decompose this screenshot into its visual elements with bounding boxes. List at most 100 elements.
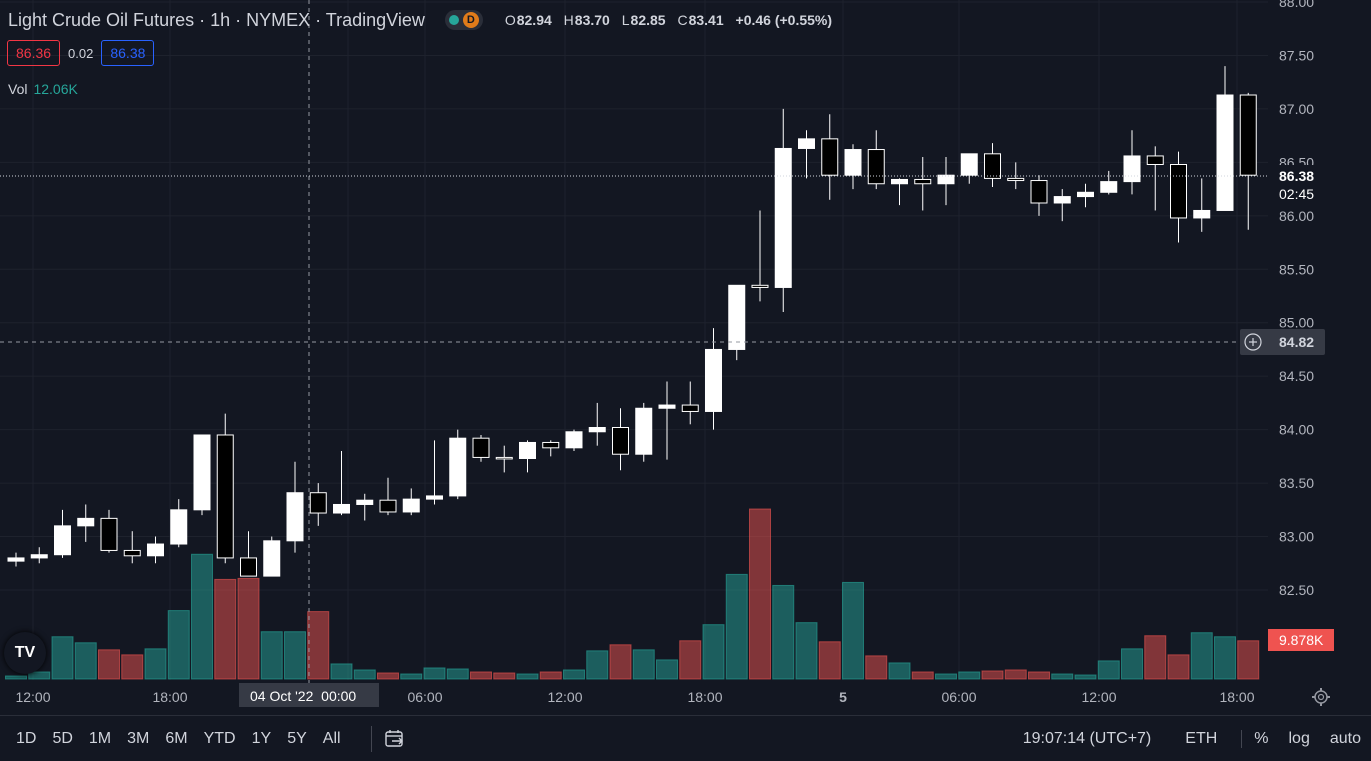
candle-body <box>333 503 350 514</box>
range-selector: 1D 5D 1M 3M 6M YTD 1Y 5Y All <box>8 730 349 748</box>
date-range-icon[interactable] <box>384 729 406 749</box>
volume-bar <box>1167 654 1190 680</box>
sell-button[interactable]: 86.36 <box>7 40 61 66</box>
candle-body <box>1053 196 1071 204</box>
candle-body <box>984 153 1001 179</box>
candle-body <box>170 509 188 545</box>
range-6m-button[interactable]: 6M <box>165 729 188 747</box>
volume-bar <box>446 668 469 680</box>
price-tick-label: 84.50 <box>1279 368 1314 384</box>
volume-bar <box>260 631 283 680</box>
candle-body <box>1170 164 1187 219</box>
volume-bar <box>981 670 1004 680</box>
volume-bars <box>5 508 1260 680</box>
candle-body <box>588 426 606 433</box>
bar-countdown-text: 02:45 <box>1279 186 1314 202</box>
volume-bar <box>284 631 306 680</box>
tradingview-logo-icon[interactable]: TV <box>4 632 46 674</box>
candle-body <box>867 149 885 185</box>
volume-bar <box>28 671 51 680</box>
volume-bar <box>98 649 120 680</box>
settings-gear-icon[interactable] <box>1312 688 1330 706</box>
range-3m-button[interactable]: 3M <box>127 729 150 747</box>
time-tick-label: 12:00 <box>1081 689 1116 705</box>
candle-body <box>426 495 443 500</box>
range-all-button[interactable]: All <box>322 729 341 747</box>
candle-body <box>1100 181 1118 193</box>
buy-button[interactable]: 86.38 <box>101 40 155 66</box>
volume-bar <box>493 672 516 680</box>
range-1y-button[interactable]: 1Y <box>251 729 272 747</box>
symbol-title[interactable]: Light Crude Oil Futures · 1h · NYMEX · T… <box>8 9 425 30</box>
candle-body <box>821 138 839 176</box>
candle-body <box>519 441 536 460</box>
add-alert-icon[interactable] <box>1244 333 1262 351</box>
candle-body <box>751 284 769 288</box>
volume-bar <box>214 578 237 680</box>
time-tick-label: 5 <box>839 689 847 705</box>
crosshair-price-text: 84.82 <box>1279 334 1314 350</box>
price-tick-label: 87.50 <box>1279 47 1314 63</box>
candle-body <box>1030 180 1048 204</box>
percent-scale-button[interactable]: % <box>1241 729 1278 748</box>
candle-body <box>565 431 583 449</box>
price-chart[interactable]: 88.0087.5087.0086.5086.0085.5085.0084.50… <box>0 0 1371 715</box>
candle-body <box>705 348 722 412</box>
range-1m-button[interactable]: 1M <box>88 729 112 747</box>
clock-timezone[interactable]: 19:07:14 (UTC+7) <box>1022 729 1152 747</box>
volume-bar <box>865 655 888 680</box>
candle-body <box>1077 191 1094 198</box>
last-price-text: 86.38 <box>1279 168 1314 184</box>
time-tick-label: 06:00 <box>941 689 976 705</box>
spread-value: 0.02 <box>68 45 94 61</box>
candle-body <box>914 178 932 185</box>
price-axis[interactable]: 88.0087.5087.0086.5086.0085.5085.0084.50… <box>1279 0 1314 598</box>
candle-body <box>356 499 374 505</box>
volume-bar <box>725 573 748 680</box>
volume-bar <box>632 649 655 680</box>
candle-body <box>612 426 629 455</box>
crosshair-price-label <box>1240 329 1325 355</box>
time-axis[interactable]: 12:00 18:00 06:00 12:00 18:00 5 06:00 12:00 18:0… <box>15 689 1254 705</box>
candle-body <box>123 549 141 557</box>
market-status[interactable]: D <box>444 10 483 30</box>
range-ytd-button[interactable]: YTD <box>203 729 236 747</box>
volume-bar <box>1190 632 1213 680</box>
candle-body <box>449 437 467 497</box>
close-value: 83.41 <box>688 12 724 28</box>
log-scale-button[interactable]: log <box>1288 729 1310 747</box>
auto-scale-button[interactable]: auto <box>1329 729 1361 747</box>
time-tick-label: 18:00 <box>152 689 187 705</box>
crosshair-time-text: 04 Oct '22 00:00 <box>250 688 356 704</box>
candle-body <box>402 498 420 513</box>
range-1d-button[interactable]: 1D <box>16 729 37 747</box>
volume-bar <box>795 622 818 680</box>
volume-bar <box>702 624 725 680</box>
range-5d-button[interactable]: 5D <box>52 729 73 747</box>
volume-bar <box>609 644 632 680</box>
volume-bar <box>772 584 795 680</box>
close-label: C <box>677 12 688 28</box>
volume-bar <box>1144 635 1167 680</box>
volume-legend[interactable]: Vol 12.06K <box>8 81 78 97</box>
candle-body <box>937 174 955 185</box>
session-button[interactable]: ETH <box>1185 729 1218 747</box>
volume-bar <box>51 636 74 680</box>
range-5y-button[interactable]: 5Y <box>287 729 307 747</box>
candle-body <box>1146 155 1164 166</box>
candle-body <box>216 434 234 559</box>
volume-label: Vol <box>8 81 28 97</box>
volume-bar <box>1121 648 1143 680</box>
time-tick-label: 12:00 <box>547 689 582 705</box>
volume-bar <box>377 672 399 680</box>
price-tick-label: 85.50 <box>1279 261 1314 277</box>
candle-body <box>193 434 211 511</box>
volume-bar <box>353 669 376 680</box>
change-value: +0.46 (+0.55%) <box>735 12 833 28</box>
volume-bar <box>586 650 609 680</box>
candle-body <box>798 138 815 149</box>
volume-bar <box>935 673 957 680</box>
time-tick-label: 18:00 <box>1219 689 1254 705</box>
volume-bar <box>1097 660 1120 680</box>
volume-bar <box>191 553 213 680</box>
